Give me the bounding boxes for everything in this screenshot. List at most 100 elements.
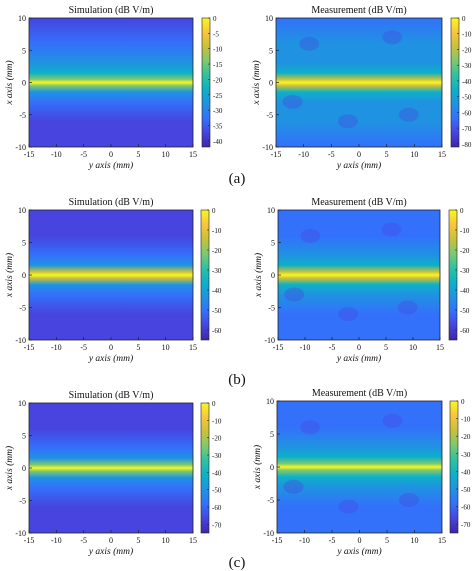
y-tick-label: -5: [266, 111, 273, 120]
colorbar-tick-label: -10: [213, 46, 223, 54]
x-tick-label: 15: [189, 536, 197, 545]
field-variation: [382, 30, 403, 45]
y-tick-label: 5: [269, 46, 273, 55]
y-tick-label: -10: [15, 529, 26, 538]
x-tick-label: -15: [24, 150, 35, 159]
y-tick-label: -5: [19, 304, 26, 313]
colorbar-tick-label: -50: [212, 307, 222, 315]
x-tick-label: -10: [299, 536, 310, 545]
x-axis-label: y axis (mm): [336, 160, 381, 171]
panel-title: Simulation (dB V/m): [69, 197, 154, 208]
y-tick-label: 5: [270, 430, 274, 439]
y-tick-label: -10: [264, 336, 275, 345]
y-tick-label: 0: [22, 271, 26, 280]
colorbar-tick-label: -30: [460, 267, 470, 275]
colorbar-tick-label: -60: [212, 504, 222, 512]
x-tick-label: 0: [357, 343, 361, 352]
y-tick-label: -5: [19, 497, 26, 506]
panel-title: Measurement (dB V/m): [311, 197, 406, 208]
colorbar-tick-label: 0: [213, 15, 217, 23]
field-variation: [299, 36, 320, 51]
y-tick-label: -5: [268, 304, 275, 313]
field-variation: [398, 107, 419, 122]
colorbar-tick-label: -40: [460, 287, 470, 295]
colorbar-tick-label: -20: [213, 76, 223, 84]
y-tick-label: 10: [18, 399, 26, 408]
colorbar-tick-label: -30: [461, 451, 471, 459]
y-tick-label: 0: [22, 464, 26, 473]
x-tick-label: 0: [109, 343, 113, 352]
x-tick-label: 15: [189, 343, 197, 352]
colorbar: [449, 400, 459, 534]
x-tick-label: 15: [438, 150, 446, 159]
colorbar-tick-label: -30: [462, 62, 472, 70]
x-tick-label: -5: [80, 343, 87, 352]
colorbar-tick-label: -60: [460, 327, 470, 335]
x-tick-label: 5: [385, 536, 389, 545]
x-axis-label: y axis (mm): [336, 353, 381, 364]
y-tick-label: 5: [22, 432, 26, 441]
colorbar: [200, 209, 210, 341]
colorbar: [200, 402, 210, 534]
y-tick-label: 0: [269, 79, 273, 88]
y-axis-label: x axis (mm): [251, 60, 262, 105]
x-tick-label: 0: [357, 150, 361, 159]
y-tick-label: -5: [267, 496, 274, 505]
y-tick-label: 10: [265, 14, 273, 23]
colorbar-tick-label: -50: [461, 486, 471, 494]
y-axis-label: x axis (mm): [4, 253, 15, 298]
field-variation: [382, 413, 403, 428]
field-variation: [337, 114, 358, 129]
colorbar-tick-label: -60: [461, 504, 471, 512]
field-variation: [338, 499, 359, 514]
x-tick-label: 5: [136, 150, 140, 159]
colorbar-tick-label: -50: [212, 487, 222, 495]
y-tick-label: -10: [15, 336, 26, 345]
colorbar-tick-label: 0: [460, 207, 464, 215]
x-axis-label: y axis (mm): [336, 546, 381, 557]
x-tick-label: 15: [189, 150, 197, 159]
colorbar-tick-label: -30: [213, 107, 223, 115]
colorbar-tick-label: 0: [462, 15, 466, 23]
colorbar-tick-label: 0: [461, 398, 465, 406]
x-tick-label: -5: [80, 536, 87, 545]
y-tick-label: 0: [271, 271, 275, 280]
x-tick-label: 10: [409, 343, 417, 352]
x-tick-label: 10: [162, 343, 170, 352]
subfigure-label-a: (a): [229, 171, 246, 187]
x-tick-label: 5: [385, 150, 389, 159]
colorbar-tick-label: 0: [212, 207, 216, 215]
colorbar-tick-label: -5: [213, 30, 219, 38]
colorbar-tick-label: -40: [212, 287, 222, 295]
panel-title: Simulation (dB V/m): [69, 390, 154, 401]
x-tick-label: -5: [80, 150, 87, 159]
colorbar-tick-label: -20: [461, 433, 471, 441]
field-variation: [381, 222, 402, 237]
heatmap-field: [29, 403, 193, 533]
x-tick-label: 0: [358, 536, 362, 545]
colorbar-tick-label: -80: [462, 141, 472, 149]
colorbar-tick-label: -20: [460, 247, 470, 255]
x-axis-label: y axis (mm): [88, 353, 133, 364]
panel-title: Measurement (dB V/m): [312, 388, 407, 399]
x-tick-label: -10: [300, 343, 311, 352]
colorbar-tick-label: -25: [213, 92, 223, 100]
x-tick-label: 10: [411, 536, 419, 545]
field-variation: [399, 493, 419, 507]
colorbar: [448, 209, 458, 341]
colorbar-tick-label: -35: [213, 123, 223, 131]
x-tick-label: 15: [438, 536, 446, 545]
x-tick-label: -15: [24, 343, 35, 352]
x-tick-label: 5: [384, 343, 388, 352]
field-variation: [282, 94, 303, 109]
x-tick-label: -15: [24, 536, 35, 545]
x-tick-label: 10: [162, 150, 170, 159]
x-tick-label: -5: [328, 150, 335, 159]
x-tick-label: 0: [109, 536, 113, 545]
x-tick-label: 15: [436, 343, 444, 352]
colorbar-tick-label: -10: [212, 227, 222, 235]
y-axis-label: x axis (mm): [4, 60, 15, 105]
